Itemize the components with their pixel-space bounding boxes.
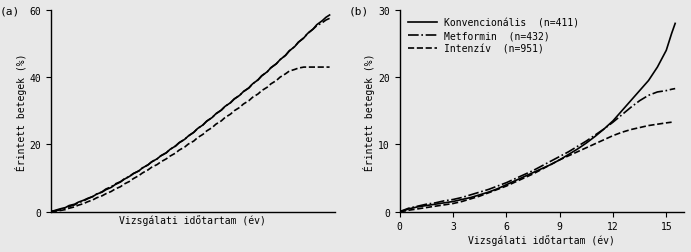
Text: (b): (b) — [348, 7, 369, 17]
Y-axis label: Érintett betegek (%): Érintett betegek (%) — [15, 53, 26, 170]
X-axis label: Vizsgálati időtartam (év): Vizsgálati időtartam (év) — [468, 234, 615, 245]
Legend: Konvencionális  (n=411), Metformin  (n=432), Intenzív  (n=951): Konvencionális (n=411), Metformin (n=432… — [405, 16, 583, 57]
X-axis label: Vizsgálati időtartam (év): Vizsgálati időtartam (év) — [120, 214, 266, 226]
Y-axis label: Érintett betegek (%): Érintett betegek (%) — [363, 53, 375, 170]
Text: (a): (a) — [0, 7, 20, 17]
